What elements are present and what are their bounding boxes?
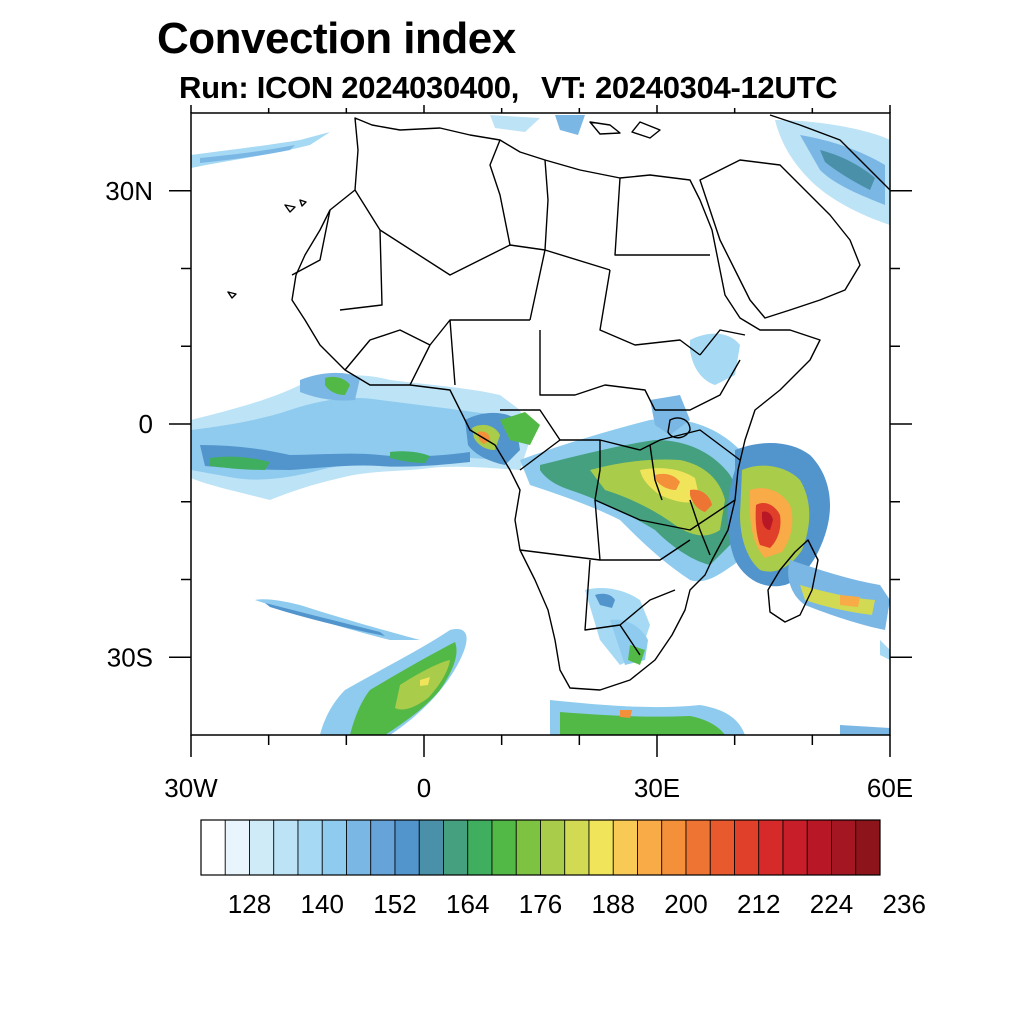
- colorbar-swatch: [418, 819, 444, 876]
- colorbar-swatch: [370, 819, 396, 876]
- lon-tick-label: 60E: [867, 773, 913, 803]
- colorbar: 128 140 152 164 176 188 200 212 224 236: [200, 819, 926, 919]
- map-plot-area: [191, 114, 890, 735]
- lon-tick-label: 0: [417, 773, 431, 803]
- lat-tick-label: 0: [139, 409, 153, 439]
- lon-tick-label: 30E: [634, 773, 680, 803]
- lat-tick-label: 30S: [107, 642, 153, 672]
- colorbar-swatch: [734, 819, 760, 876]
- colorbar-swatch: [297, 819, 323, 876]
- colorbar-swatch: [321, 819, 347, 876]
- colorbar-label: 176: [519, 889, 562, 919]
- colorbar-swatch: [685, 819, 711, 876]
- axis-tick-labels: 30W 0 30E 60E 30N 0 30S: [105, 176, 913, 803]
- colorbar-label: 128: [228, 889, 271, 919]
- colorbar-label: 212: [737, 889, 780, 919]
- colorbar-swatch: [443, 819, 469, 876]
- colorbar-label: 152: [373, 889, 416, 919]
- colorbar-swatch: [588, 819, 614, 876]
- chart-title: Convection index: [157, 14, 516, 63]
- valid-time-label: VT: 20240304-12UTC: [541, 70, 838, 105]
- colorbar-swatch: [224, 819, 250, 876]
- run-subtitle: Run: ICON 2024030400, VT: 20240304-12UTC: [179, 70, 837, 106]
- colorbar-swatch: [467, 819, 493, 876]
- colorbar-swatch: [564, 819, 590, 876]
- colorbar-label: 224: [810, 889, 853, 919]
- convection-shading: [191, 115, 890, 735]
- colorbar-swatch: [758, 819, 784, 876]
- run-label: Run: ICON 2024030400,: [179, 70, 520, 105]
- colorbar-swatch: [346, 819, 372, 876]
- colorbar-outline: [200, 819, 881, 876]
- colorbar-swatch: [709, 819, 735, 876]
- colorbar-swatch: [540, 819, 566, 876]
- lon-tick-label: 30W: [164, 773, 218, 803]
- colorbar-swatch: [491, 819, 517, 876]
- colorbar-swatch: [806, 819, 832, 876]
- colorbar-swatch: [782, 819, 808, 876]
- colorbar-swatch: [200, 819, 226, 876]
- colorbar-label: 200: [664, 889, 707, 919]
- colorbar-label: 140: [301, 889, 344, 919]
- colorbar-label: 236: [883, 889, 926, 919]
- coastline-and-borders: [227, 114, 890, 691]
- lat-tick-label: 30N: [105, 176, 153, 206]
- colorbar-label: 164: [446, 889, 489, 919]
- colorbar-label: 188: [592, 889, 635, 919]
- colorbar-swatch: [249, 819, 275, 876]
- colorbar-swatch: [394, 819, 420, 876]
- colorbar-swatch: [273, 819, 299, 876]
- colorbar-swatch: [661, 819, 687, 876]
- axis-ticks: [169, 105, 912, 757]
- colorbar-swatch: [612, 819, 638, 876]
- colorbar-swatch: [515, 819, 541, 876]
- colorbar-swatch: [831, 819, 857, 876]
- colorbar-swatch: [637, 819, 663, 876]
- colorbar-swatch: [855, 819, 881, 876]
